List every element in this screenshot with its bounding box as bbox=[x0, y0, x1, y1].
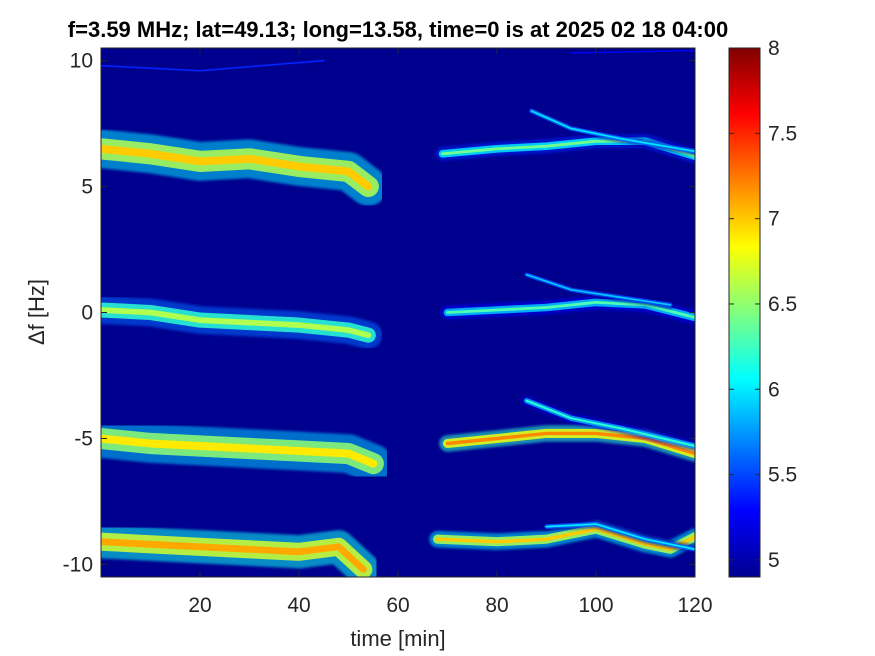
trace-6-core bbox=[530, 110, 695, 153]
trace-1-core bbox=[101, 144, 373, 191]
colorbar-tick-label: 7.5 bbox=[768, 122, 797, 145]
plot-area: 20 40 60 80 100 120 -10 -5 0 5 10 bbox=[63, 47, 713, 617]
colorbar-tick-label: 8 bbox=[768, 37, 780, 60]
y-tick-label: 5 bbox=[81, 176, 93, 199]
x-tick-label: 60 bbox=[386, 594, 409, 617]
y-axis-ticks: -10 -5 0 5 10 bbox=[63, 50, 695, 576]
y-tick-label: -10 bbox=[63, 553, 93, 576]
trace-10 bbox=[521, 395, 695, 451]
trace-1 bbox=[101, 129, 388, 206]
trace-7 bbox=[440, 295, 695, 325]
y-tick-label: 0 bbox=[81, 302, 93, 325]
x-tick-label: 20 bbox=[188, 594, 211, 617]
trace-3-core bbox=[101, 434, 378, 468]
trace-8 bbox=[522, 270, 675, 310]
x-tick-label: 100 bbox=[578, 594, 613, 617]
x-axis-ticks: 20 40 60 80 100 120 bbox=[188, 48, 713, 617]
trace-13-core bbox=[101, 59, 325, 72]
signal-traces bbox=[101, 48, 695, 577]
colorbar-tick-label: 7 bbox=[768, 208, 780, 231]
trace-12-core bbox=[545, 523, 695, 551]
trace-11 bbox=[429, 520, 695, 558]
x-tick-label: 120 bbox=[677, 594, 712, 617]
x-tick-label: 40 bbox=[287, 594, 310, 617]
trace-2-core bbox=[101, 307, 372, 339]
trace-4-core bbox=[101, 538, 367, 573]
colorbar-tick-label: 6.5 bbox=[768, 293, 797, 316]
trace-7-core bbox=[446, 300, 695, 319]
chart-title: f=3.59 MHz; lat=49.13; long=13.58, time=… bbox=[68, 17, 728, 42]
x-tick-label: 80 bbox=[485, 594, 508, 617]
trace-12 bbox=[542, 519, 695, 554]
trace-11-core bbox=[435, 527, 695, 551]
x-axis-label: time [min] bbox=[350, 626, 445, 651]
colorbar-tick-label: 6 bbox=[768, 378, 780, 401]
colorbar: 5 5.5 6 6.5 7 7.5 8 bbox=[728, 37, 797, 578]
colorbar-gradient bbox=[728, 47, 761, 578]
trace-6 bbox=[527, 106, 695, 156]
trace-4 bbox=[101, 525, 380, 577]
trace-14-core bbox=[570, 49, 695, 54]
y-axis-label: Δf [Hz] bbox=[24, 279, 49, 345]
trace-8-core bbox=[525, 273, 672, 306]
trace-13 bbox=[101, 57, 328, 75]
trace-10-core bbox=[525, 399, 695, 447]
colorbar-ticks: 5 5.5 6 6.5 7 7.5 8 bbox=[729, 37, 797, 572]
trace-14 bbox=[568, 48, 695, 56]
trace-3 bbox=[101, 419, 393, 484]
colorbar-tick-label: 5 bbox=[768, 549, 780, 572]
colorbar-tick-label: 5.5 bbox=[768, 464, 797, 487]
trace-2 bbox=[101, 296, 383, 350]
y-tick-label: -5 bbox=[74, 427, 93, 450]
y-tick-label: 10 bbox=[70, 50, 93, 73]
